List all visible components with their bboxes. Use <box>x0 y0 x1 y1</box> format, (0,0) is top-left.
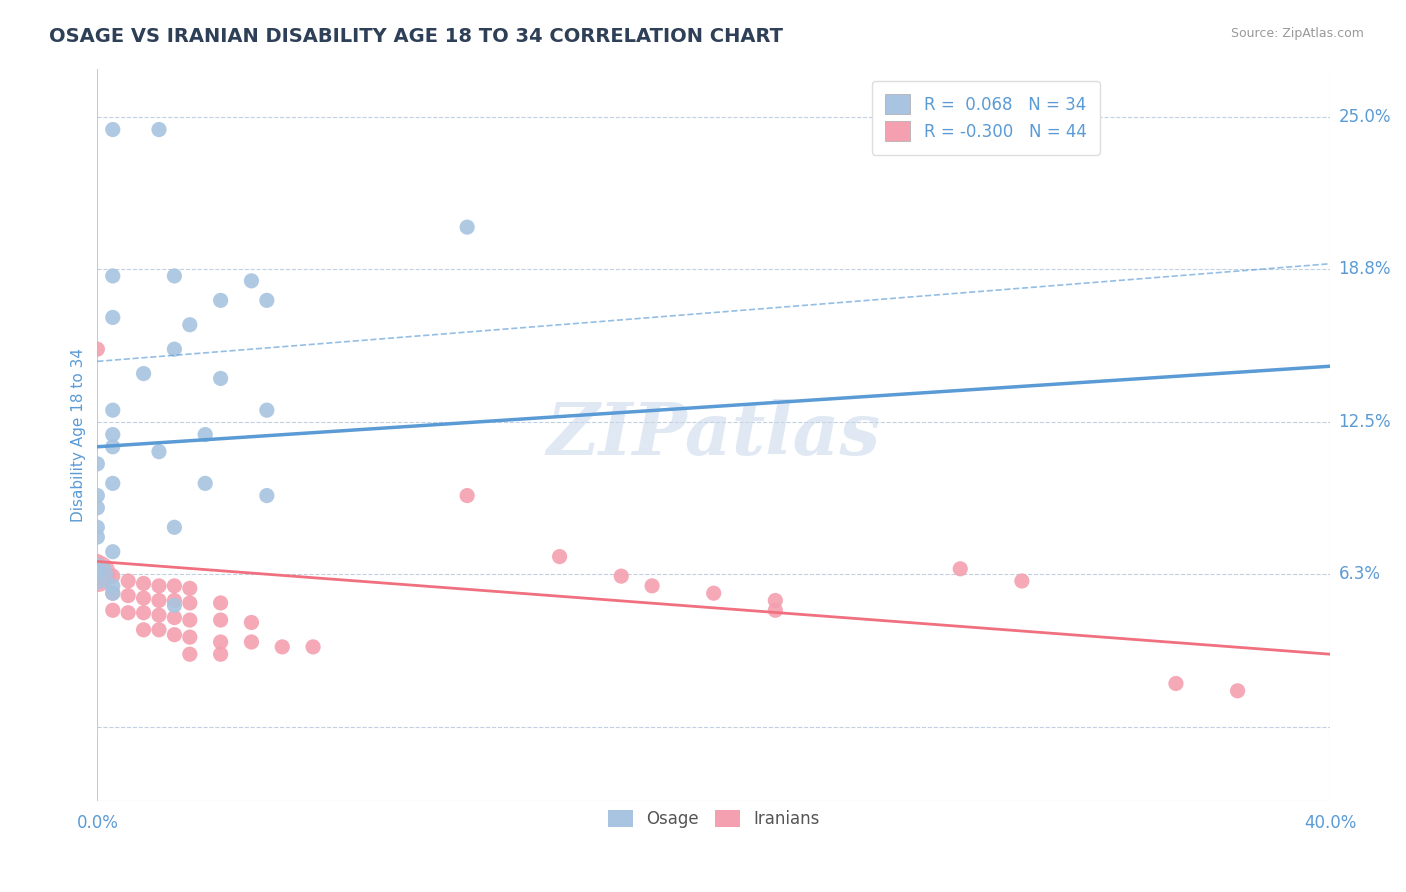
Point <box>148 593 170 607</box>
Point <box>148 122 170 136</box>
Point <box>256 293 278 308</box>
Point <box>101 310 124 325</box>
Point <box>86 520 108 534</box>
Point <box>1226 683 1249 698</box>
Point <box>763 593 786 607</box>
Point <box>1164 676 1187 690</box>
Point <box>86 566 108 581</box>
Point <box>209 596 232 610</box>
Point <box>86 530 108 544</box>
Point <box>302 640 325 654</box>
Text: 6.3%: 6.3% <box>1339 565 1381 582</box>
Point <box>256 489 278 503</box>
Point <box>132 606 155 620</box>
Point <box>194 476 217 491</box>
Point <box>101 268 124 283</box>
Point <box>117 589 139 603</box>
Point <box>1011 574 1033 588</box>
Point <box>132 576 155 591</box>
Point <box>209 293 232 308</box>
Point <box>610 569 633 583</box>
Text: 25.0%: 25.0% <box>1339 108 1391 127</box>
Point <box>163 342 186 356</box>
Point <box>86 342 108 356</box>
Point <box>763 603 786 617</box>
Point <box>101 403 124 417</box>
Point <box>86 566 108 581</box>
Point <box>548 549 571 564</box>
Point <box>132 623 155 637</box>
Point <box>117 574 139 588</box>
Text: OSAGE VS IRANIAN DISABILITY AGE 18 TO 34 CORRELATION CHART: OSAGE VS IRANIAN DISABILITY AGE 18 TO 34… <box>49 27 783 45</box>
Text: 40.0%: 40.0% <box>1303 814 1357 832</box>
Point <box>117 606 139 620</box>
Text: ZIPatlas: ZIPatlas <box>547 399 880 470</box>
Point <box>86 566 108 581</box>
Point <box>163 610 186 624</box>
Point <box>101 579 124 593</box>
Point <box>179 596 201 610</box>
Point <box>101 476 124 491</box>
Point <box>86 500 108 515</box>
Point <box>101 440 124 454</box>
Point <box>209 635 232 649</box>
Point <box>456 220 478 235</box>
Point <box>209 647 232 661</box>
Point <box>163 268 186 283</box>
Point <box>179 647 201 661</box>
Point <box>86 554 108 568</box>
Point <box>179 613 201 627</box>
Point <box>132 591 155 605</box>
Point <box>163 593 186 607</box>
Point <box>132 367 155 381</box>
Point <box>641 579 664 593</box>
Point <box>163 579 186 593</box>
Point <box>209 371 232 385</box>
Text: 18.8%: 18.8% <box>1339 260 1391 277</box>
Point <box>179 582 201 596</box>
Text: 0.0%: 0.0% <box>76 814 118 832</box>
Point <box>148 623 170 637</box>
Point <box>456 489 478 503</box>
Y-axis label: Disability Age 18 to 34: Disability Age 18 to 34 <box>72 348 86 522</box>
Point <box>148 608 170 623</box>
Point <box>101 586 124 600</box>
Point <box>163 599 186 613</box>
Point <box>86 489 108 503</box>
Point <box>271 640 294 654</box>
Point <box>240 615 263 630</box>
Point <box>101 586 124 600</box>
Point <box>256 403 278 417</box>
Point <box>101 122 124 136</box>
Point <box>194 427 217 442</box>
Point <box>179 630 201 644</box>
Point <box>101 545 124 559</box>
Point <box>179 318 201 332</box>
Text: 12.5%: 12.5% <box>1339 413 1391 432</box>
Point <box>163 520 186 534</box>
Point <box>101 603 124 617</box>
Point <box>148 444 170 458</box>
Point <box>703 586 725 600</box>
Point <box>148 579 170 593</box>
Point <box>86 457 108 471</box>
Point <box>949 562 972 576</box>
Point <box>101 569 124 583</box>
Point <box>209 613 232 627</box>
Point <box>240 635 263 649</box>
Point <box>240 274 263 288</box>
Text: Source: ZipAtlas.com: Source: ZipAtlas.com <box>1230 27 1364 40</box>
Point <box>163 628 186 642</box>
Point <box>101 427 124 442</box>
Point <box>86 562 108 576</box>
Legend: R =  0.068   N = 34, R = -0.300   N = 44: R = 0.068 N = 34, R = -0.300 N = 44 <box>872 80 1099 154</box>
